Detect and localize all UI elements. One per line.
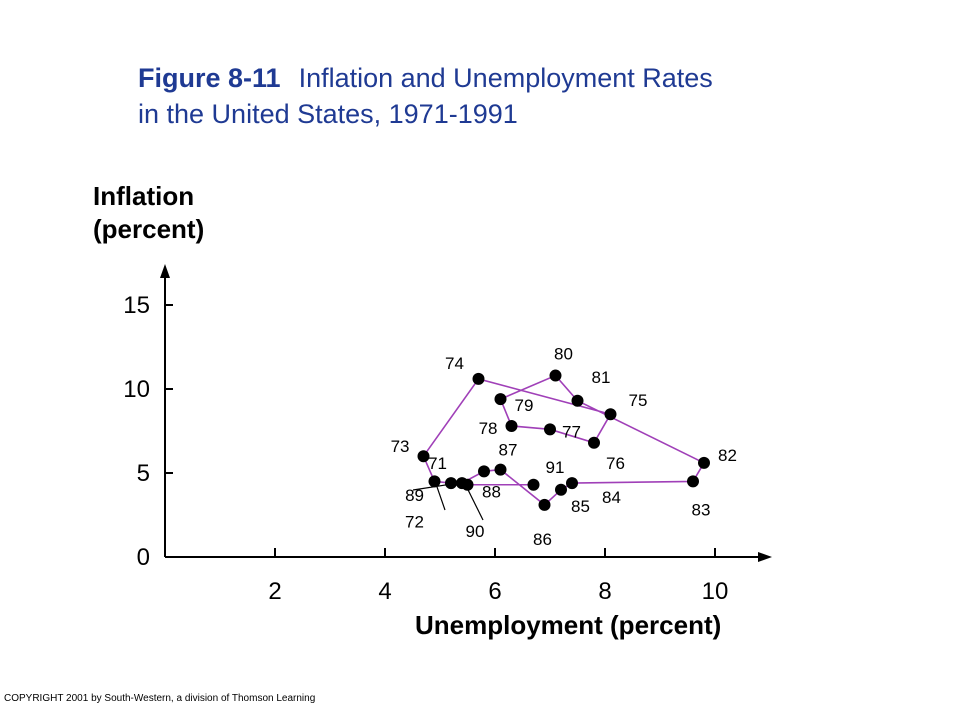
point-72 — [428, 475, 441, 488]
x-tick-label-8: 8 — [598, 578, 611, 605]
point-73 — [417, 450, 430, 463]
y-tick-label-5: 5 — [137, 460, 150, 487]
y-axis-arrow — [160, 264, 170, 278]
title-line2: in the United States, 1971-1991 — [138, 99, 518, 129]
point-78 — [505, 419, 518, 432]
point-77 — [544, 423, 556, 436]
figure-label: Figure 8-11 — [138, 63, 281, 93]
x-tick-label-2: 2 — [268, 578, 281, 605]
leader-72 — [435, 485, 446, 511]
y-tick-label-15: 15 — [123, 292, 150, 319]
x-axis-arrow — [758, 552, 772, 562]
x-axis-label: Unemployment (percent) — [415, 610, 722, 640]
point-label-75: 75 — [629, 391, 648, 410]
point-label-88: 88 — [482, 482, 501, 501]
leader-90 — [466, 488, 484, 521]
point-label-81: 81 — [592, 368, 611, 387]
copyright-notice: COPYRIGHT 2001 by South-Western, a divis… — [4, 693, 316, 704]
y-tick-label-0: 0 — [137, 544, 150, 571]
point-81 — [571, 394, 584, 407]
point-label-86: 86 — [533, 530, 552, 549]
point-label-85: 85 — [571, 497, 590, 516]
point-label-80: 80 — [554, 345, 573, 364]
phillips-curve-chart: 2 4 6 8 10 0 5 10 15 71 72 73 74 75 76 77 78 79 80 81 82 83 84… — [123, 264, 772, 605]
point-88 — [478, 465, 490, 478]
point-91 — [527, 478, 540, 491]
point-label-84: 84 — [602, 488, 621, 507]
point-87 — [494, 463, 507, 476]
point-83 — [687, 475, 699, 488]
point-75 — [604, 408, 617, 421]
point-label-77: 77 — [562, 422, 581, 441]
point-84 — [566, 477, 578, 490]
point-85 — [555, 483, 567, 496]
point-label-89: 89 — [405, 486, 424, 505]
point-label-73: 73 — [391, 437, 410, 456]
point-label-83: 83 — [692, 500, 711, 519]
point-label-90: 90 — [466, 522, 485, 541]
y-tick-label-10: 10 — [123, 376, 150, 403]
point-74 — [472, 372, 485, 385]
point-label-72: 72 — [405, 512, 424, 531]
point-80 — [549, 369, 562, 382]
y-axis-label: Inflation (percent) — [93, 180, 204, 246]
chart-title: Figure 8-11 Inflation and Unemployment Ra… — [138, 60, 918, 132]
point-86 — [538, 498, 551, 511]
y-axis-label-line2: (percent) — [93, 214, 205, 244]
point-label-82: 82 — [718, 446, 737, 465]
point-label-76: 76 — [606, 454, 625, 473]
x-tick-label-6: 6 — [488, 578, 501, 605]
point-label-91: 91 — [546, 458, 565, 477]
point-label-78: 78 — [479, 419, 498, 438]
point-label-71: 71 — [428, 454, 447, 473]
point-90 — [461, 478, 474, 491]
point-label-79: 79 — [515, 396, 534, 415]
x-tick-label-10: 10 — [702, 578, 729, 605]
point-76 — [588, 436, 600, 449]
point-label-87: 87 — [499, 441, 518, 460]
title-line1: Inflation and Unemployment Rates — [298, 63, 713, 93]
point-82 — [698, 456, 710, 469]
point-71 — [445, 477, 457, 490]
point-label-74: 74 — [445, 354, 464, 373]
point-79 — [494, 393, 507, 406]
y-axis-label-line1: Inflation — [93, 181, 195, 211]
x-tick-label-4: 4 — [378, 578, 391, 605]
